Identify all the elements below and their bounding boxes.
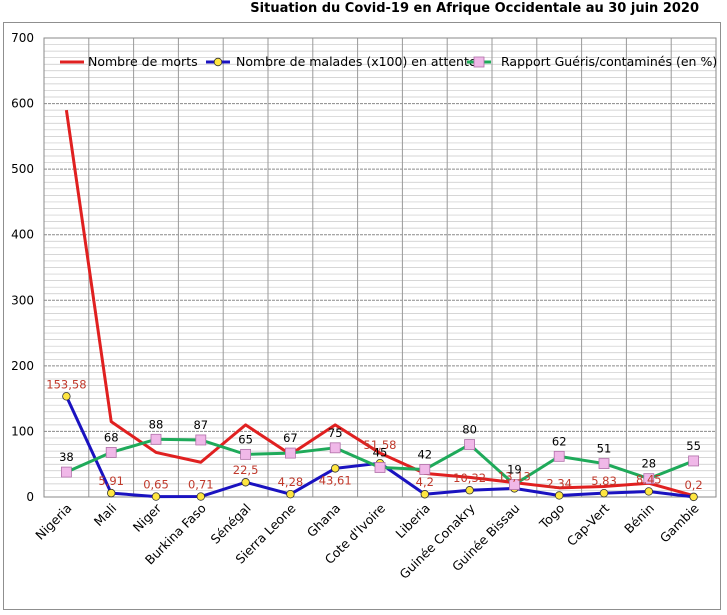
data-label-3: 28 <box>641 457 656 471</box>
x-tick-label: Sénégal <box>208 501 254 547</box>
data-label-2: 2,34 <box>546 476 572 490</box>
x-tick-label: Liberia <box>392 501 433 542</box>
data-point-3 <box>61 466 72 478</box>
data-label-3: 80 <box>462 423 477 437</box>
data-label-3: 45 <box>373 445 388 459</box>
x-tick-label: Nigeria <box>32 501 74 543</box>
y-tick-label: 600 <box>11 97 34 111</box>
data-point-2 <box>599 488 609 498</box>
data-point-2 <box>286 489 295 499</box>
x-tick-label: Gambie <box>657 500 702 545</box>
plot-border <box>43 37 717 498</box>
data-point-3 <box>598 458 610 469</box>
data-point-2 <box>106 488 116 498</box>
data-label-2: 8,45 <box>636 472 662 486</box>
data-label-3: 65 <box>238 432 253 446</box>
data-label-2: 5,91 <box>98 474 124 488</box>
data-label-3: 67 <box>283 431 298 445</box>
data-point-2 <box>465 486 474 495</box>
legend-marker-2 <box>213 57 223 67</box>
data-point-3 <box>464 439 476 450</box>
data-label-2: 4,28 <box>278 475 304 489</box>
data-label-2: 0,65 <box>143 478 169 492</box>
data-point-3 <box>419 464 431 475</box>
data-label-3: 55 <box>686 439 701 453</box>
data-point-2 <box>62 392 71 401</box>
data-point-2 <box>689 492 698 502</box>
data-label-2: 5,83 <box>591 474 617 488</box>
x-tick-label: Bénin <box>621 501 657 537</box>
x-tick-label: Togo <box>536 501 568 533</box>
data-label-2: 10,32 <box>453 471 486 485</box>
data-label-3: 42 <box>417 447 432 461</box>
data-point-2 <box>196 492 205 501</box>
data-point-3 <box>553 450 565 462</box>
data-label-2: 22,5 <box>233 463 259 477</box>
y-tick-label: 200 <box>11 359 34 373</box>
data-point-3 <box>374 462 386 473</box>
data-label-3: 88 <box>149 417 164 431</box>
y-tick-label: 400 <box>11 228 34 242</box>
data-label-2: 51,58 <box>364 438 397 452</box>
data-label-2: 4,2 <box>416 475 434 489</box>
data-point-2 <box>644 487 653 496</box>
data-label-2: 0,71 <box>188 478 214 492</box>
data-label-3: 51 <box>597 442 612 456</box>
data-label-3: 87 <box>193 418 208 432</box>
data-point-3 <box>508 479 520 490</box>
series-line-1 <box>64 109 695 498</box>
x-tick-label: Mali <box>91 501 120 530</box>
data-label-3: 38 <box>59 450 74 464</box>
y-tick-label: 100 <box>11 424 34 438</box>
data-label-3: 75 <box>328 426 343 440</box>
data-point-2 <box>331 464 340 473</box>
y-tick-label: 500 <box>11 162 34 176</box>
legend-label-2: Nombre de malades (x100) en attente <box>236 54 477 69</box>
legend-label-3: Rapport Guéris/contaminés (en %) <box>501 54 717 69</box>
legend-label-1: Nombre de morts <box>88 54 198 69</box>
chart-title: Situation du Covid-19 en Afrique Occiden… <box>250 1 699 16</box>
y-tick-label: 700 <box>11 31 34 45</box>
data-point-3 <box>688 455 699 467</box>
y-tick-label: 300 <box>11 293 34 307</box>
data-label-3: 62 <box>552 434 567 448</box>
x-tick-label: Ghana <box>304 501 343 540</box>
data-label-3: 19 <box>507 463 522 477</box>
data-point-3 <box>195 434 207 446</box>
chart-frame <box>3 22 721 610</box>
data-point-2 <box>151 492 161 501</box>
data-point-2 <box>241 478 250 487</box>
data-point-3 <box>150 433 162 445</box>
legend-marker-3 <box>473 56 485 68</box>
x-tick-label: Cap-Vert <box>564 500 612 548</box>
data-point-3 <box>105 447 117 458</box>
data-point-3 <box>329 442 341 454</box>
data-label-2: 153,58 <box>46 377 86 391</box>
data-point-2 <box>420 490 429 499</box>
data-label-2: 43,61 <box>319 473 352 487</box>
data-label-2: 13,13 <box>498 469 531 483</box>
x-tick-label: Guinée Conakry <box>396 500 478 582</box>
data-label-3: 68 <box>104 430 119 444</box>
data-point-3 <box>643 473 655 485</box>
data-label-2: 0,2 <box>684 478 702 492</box>
y-tick-label: 0 <box>26 490 34 504</box>
x-tick-label: Niger <box>130 500 165 535</box>
data-point-2 <box>555 491 564 500</box>
data-point-3 <box>284 447 296 459</box>
data-point-3 <box>240 448 252 460</box>
